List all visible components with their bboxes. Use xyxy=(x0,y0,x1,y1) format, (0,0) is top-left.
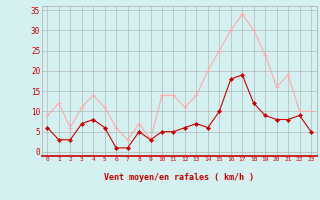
X-axis label: Vent moyen/en rafales ( km/h ): Vent moyen/en rafales ( km/h ) xyxy=(104,174,254,182)
